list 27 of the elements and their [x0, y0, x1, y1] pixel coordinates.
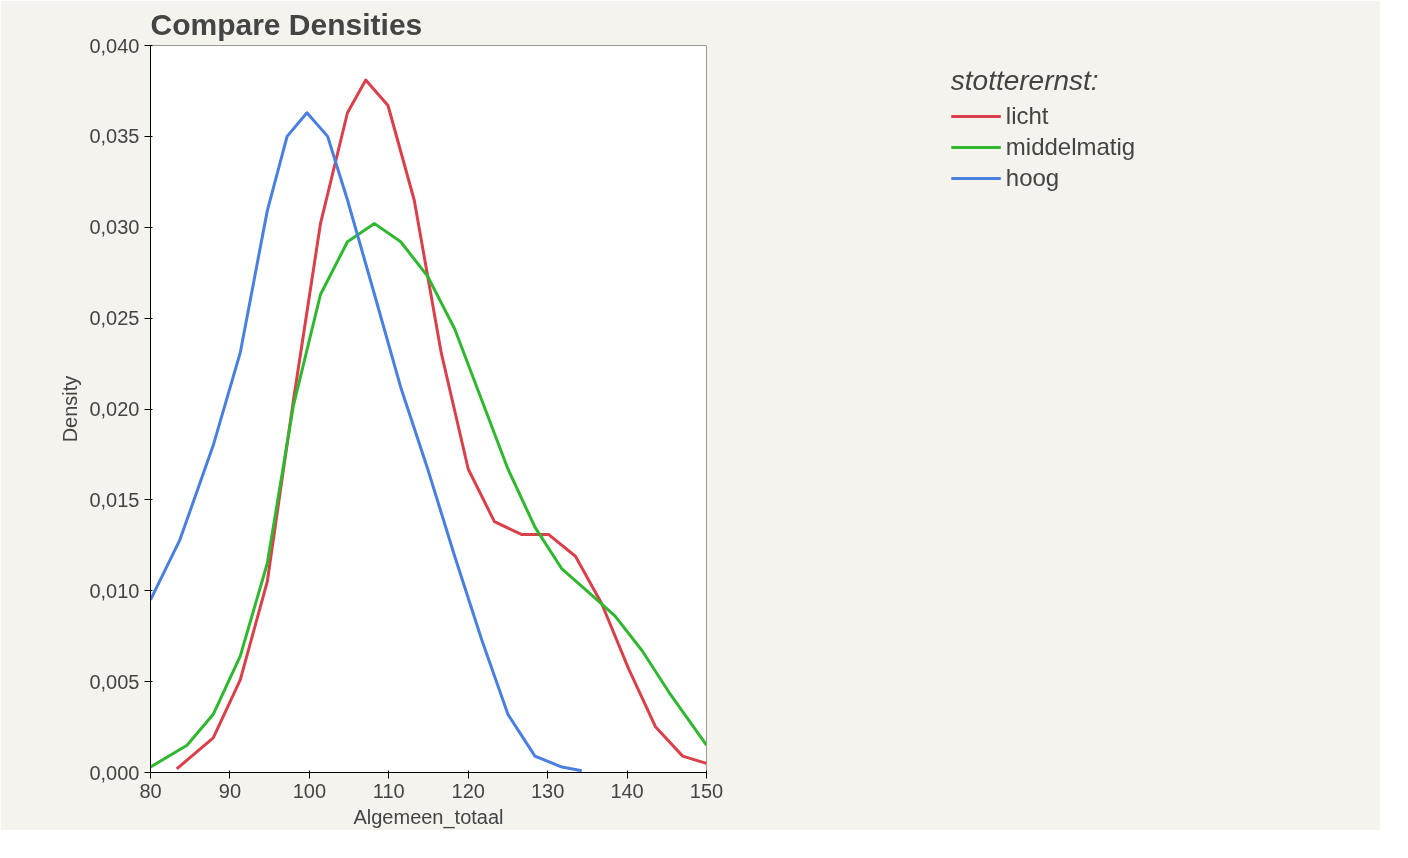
x-tick-label: 90: [218, 779, 242, 802]
y-tick-label: 0,020: [89, 398, 140, 420]
y-tick-label: 0,030: [89, 216, 140, 239]
x-tick-label: 100: [292, 779, 327, 802]
y-tick-label: 0,040: [89, 34, 140, 57]
y-tick-label: 0,035: [89, 125, 140, 148]
x-axis-title: Algemeen_totaal: [353, 805, 504, 829]
legend-label: licht: [1005, 102, 1049, 130]
y-tick-label: 0,000: [89, 761, 140, 784]
chart-title: Compare Densities: [150, 7, 423, 41]
y-axis-title: Density: [59, 375, 82, 443]
y-tick-label: 0,010: [89, 579, 140, 602]
x-tick-label: 110: [372, 779, 405, 802]
y-tick-label: 0,005: [89, 670, 140, 693]
y-tick-label: 0,015: [89, 488, 140, 511]
line-series: [150, 222, 707, 769]
line-series: [150, 111, 584, 773]
legend-title: stotterernst:: [950, 65, 1100, 97]
x-tick-label: 80: [139, 779, 162, 802]
x-tick-label: 140: [610, 779, 644, 802]
y-tick-label: 0,025: [89, 307, 140, 330]
legend-label: hoog: [1005, 164, 1060, 192]
line-series: [175, 78, 707, 771]
x-tick-label: 150: [689, 779, 724, 802]
x-tick-label: 130: [530, 779, 565, 802]
legend-label: middelmatig: [1005, 133, 1136, 161]
x-tick-label: 120: [451, 779, 485, 802]
